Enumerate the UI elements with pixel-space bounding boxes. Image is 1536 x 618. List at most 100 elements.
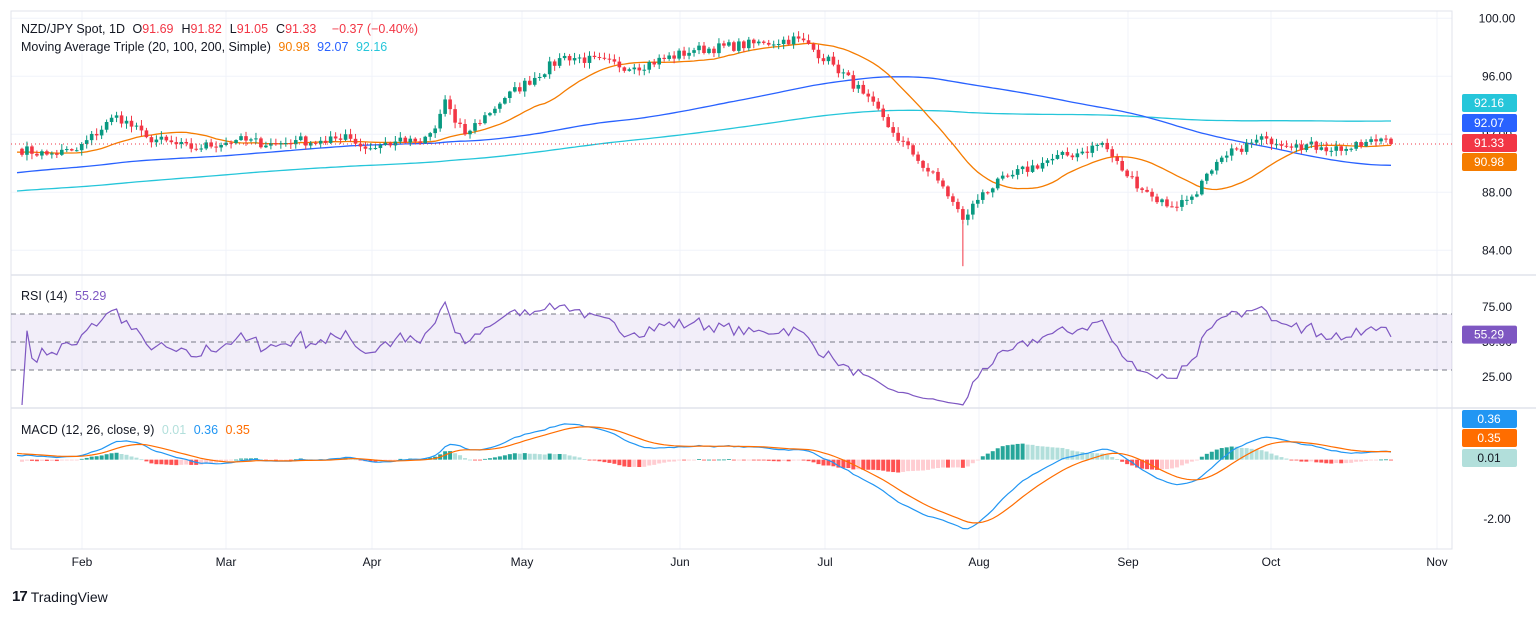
macd-histogram-bar <box>1359 459 1364 462</box>
candle-body <box>194 148 199 150</box>
candle-body <box>1070 155 1075 158</box>
candle-body <box>1244 142 1249 152</box>
footer[interactable]: 17 TradingView <box>12 588 108 605</box>
candle-body <box>652 62 657 65</box>
macd-histogram-bar <box>144 459 149 462</box>
macd-histogram-bar <box>79 458 84 460</box>
macd-histogram-bar <box>119 453 124 460</box>
macd-histogram-bar <box>1344 459 1349 464</box>
candle-body <box>468 130 472 135</box>
candle-body <box>1095 144 1100 146</box>
macd-histogram-bar <box>796 459 801 461</box>
macd-histogram-bar <box>174 459 179 466</box>
candle-body <box>891 127 895 133</box>
candle-body <box>1030 165 1035 172</box>
ohlc-h: H91.82 <box>181 22 222 36</box>
candle-body <box>876 101 881 109</box>
ma100-price-tag: 92.07 <box>1474 116 1504 130</box>
macd-histogram-bar <box>1140 459 1145 469</box>
candle-body <box>961 209 965 220</box>
macd-histogram-bar <box>557 453 562 460</box>
macd-histogram-bar <box>751 459 756 461</box>
candle-body <box>209 142 213 147</box>
candle-body <box>453 109 457 123</box>
candle-body <box>1384 138 1388 140</box>
candle-body <box>966 214 970 220</box>
candle-body <box>592 55 597 58</box>
candle-body <box>956 201 960 210</box>
candle-body <box>463 123 467 135</box>
candle-body <box>388 142 393 146</box>
macd-histogram-bar <box>1110 457 1115 460</box>
candle-body <box>572 58 577 61</box>
macd-histogram-bar <box>1294 459 1299 461</box>
candle-body <box>552 61 557 66</box>
candle-body <box>1364 141 1368 147</box>
candle-body <box>896 132 900 141</box>
macd-histogram-bar <box>612 459 617 464</box>
candle-body <box>184 141 189 144</box>
macd-histogram-bar <box>1239 447 1244 460</box>
ma200-price-tag-bg <box>1462 94 1517 112</box>
candle-body <box>712 48 716 54</box>
candle-body <box>637 67 642 71</box>
macd-histogram-bar <box>931 459 935 469</box>
candle-body <box>269 143 273 146</box>
macd-histogram-bar <box>139 459 144 461</box>
price-legend: NZD/JPY Spot, 1D O91.69 H91.82 L91.05 C91.3… <box>21 22 422 36</box>
macd-histogram-bar <box>871 459 876 470</box>
candle-body <box>737 41 741 51</box>
macd-histogram-bar <box>861 459 866 470</box>
macd-histogram-bar <box>965 459 970 467</box>
candle-body <box>995 178 1000 189</box>
macd-histogram-bar <box>278 459 283 461</box>
macd-histogram-bar <box>881 459 886 471</box>
time-axis-label: Nov <box>1426 555 1447 569</box>
candle-body <box>55 153 59 155</box>
candle-body <box>318 140 323 144</box>
macd-histogram-bar <box>1234 446 1239 460</box>
macd-histogram-bar <box>980 456 985 460</box>
candle-body <box>239 136 243 141</box>
candle-body <box>617 61 622 68</box>
candle-body <box>284 143 288 145</box>
macd-histogram-bar <box>517 453 522 460</box>
macd-histogram-bar <box>244 458 248 460</box>
candle-body <box>886 117 890 128</box>
candle-body <box>1359 142 1363 147</box>
candle-body <box>811 43 816 50</box>
candle-body <box>831 56 836 65</box>
macd-histogram-bar <box>706 459 711 461</box>
macd-histogram-bar <box>826 459 831 466</box>
macd-histogram-bar <box>1120 459 1125 462</box>
candle-body <box>1000 175 1005 179</box>
macd-histogram-bar <box>283 459 288 461</box>
time-axis-label: Mar <box>216 555 237 569</box>
candle-body <box>323 140 328 143</box>
macd-histogram-bar <box>482 458 487 460</box>
candle-body <box>353 138 358 144</box>
candle-body <box>926 167 930 172</box>
macd-histogram-bar <box>1000 446 1005 460</box>
macd-histogram-bar <box>687 459 692 461</box>
candle-body <box>1155 196 1159 203</box>
macd-histogram-bar <box>44 459 49 462</box>
time-axis-label: Aug <box>968 555 989 569</box>
candle-body <box>1145 189 1149 192</box>
macd-histogram-bar <box>24 459 29 461</box>
macd-histogram-bar <box>527 453 532 460</box>
candle-body <box>717 43 721 54</box>
macd-histogram-bar <box>1269 453 1274 460</box>
macd-histogram-bar <box>84 457 89 460</box>
macd-histogram-bar <box>846 459 851 469</box>
signal-value-tag: 0.35 <box>1477 431 1501 445</box>
macd-histogram-bar <box>642 459 647 467</box>
macd-histogram-bar <box>940 459 945 468</box>
macd-histogram-bar <box>1125 459 1130 465</box>
candle-body <box>1190 196 1194 200</box>
symbol-title: NZD/JPY Spot, 1D <box>21 22 125 36</box>
macd-histogram-bar <box>502 455 507 460</box>
candle-body <box>189 143 194 149</box>
candle-body <box>1195 194 1199 197</box>
